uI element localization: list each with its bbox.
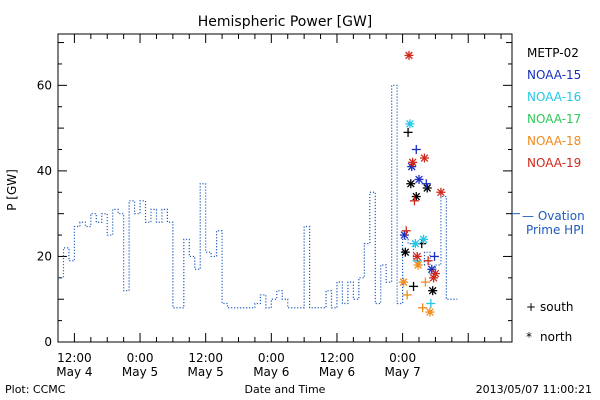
ovation-label-line2: Prime HPI <box>526 223 584 237</box>
x-date-label: May 6 <box>319 365 355 379</box>
data-point-noaa-15-north <box>414 174 424 184</box>
data-point-noaa-15-north-stroke <box>427 265 436 274</box>
plot-frame <box>57 33 513 343</box>
data-point-metp-02-north-stroke <box>423 184 432 192</box>
data-point-noaa-16-south <box>426 299 436 308</box>
footer-right: 2013/05/07 11:00:21 <box>476 383 592 396</box>
chart-title: Hemispheric Power [GW] <box>198 14 373 30</box>
data-point-noaa-19-south <box>423 256 433 266</box>
marker-legend-symbol-north: * <box>526 330 532 344</box>
y-tick-label: 60 <box>37 78 52 92</box>
x-date-label: May 4 <box>56 365 92 379</box>
data-point-metp-02-south <box>403 127 413 137</box>
data-point-noaa-19-north-stroke <box>437 188 445 197</box>
data-point-noaa-16-north <box>405 119 415 129</box>
data-point-noaa-18-north-stroke <box>414 261 422 269</box>
data-point-noaa-19-north <box>408 157 418 167</box>
marker-legend-label-north: north <box>540 330 572 344</box>
data-point-noaa-15-south <box>430 251 440 261</box>
x-tick-label: 0:00 <box>127 351 154 365</box>
data-point-noaa-19-south <box>409 196 419 206</box>
data-point-metp-02-north-stroke <box>428 286 437 295</box>
data-point-noaa-19-north-stroke <box>408 158 417 167</box>
marker-legend-symbol-south: + <box>526 300 536 314</box>
data-point-metp-02-north <box>411 192 421 202</box>
x-tick-label: 12:00 <box>57 351 92 365</box>
data-point-noaa-15-north-stroke <box>415 175 423 184</box>
data-point-noaa-18-north <box>425 307 435 317</box>
data-point-noaa-19-north <box>412 251 422 261</box>
data-point-noaa-19-south <box>401 226 411 236</box>
data-point-noaa-19-north-stroke <box>413 252 422 261</box>
x-date-label: May 5 <box>122 365 158 379</box>
data-point-noaa-15-north <box>399 230 409 240</box>
data-point-noaa-16-north-stroke <box>419 235 428 244</box>
y-axis-label: P [GW] <box>5 169 19 211</box>
data-point-metp-02-north <box>422 183 432 193</box>
data-point-metp-02-north <box>400 247 410 257</box>
data-point-noaa-19-north <box>430 269 440 279</box>
data-point-noaa-15-south <box>421 179 431 189</box>
data-point-noaa-16-north <box>419 234 429 244</box>
data-point-metp-02-north <box>428 286 438 296</box>
ovation-prime-hpi-line <box>58 84 458 309</box>
data-point-noaa-19-north-stroke <box>405 51 413 60</box>
data-point-noaa-19-north <box>404 50 414 60</box>
data-point-noaa-15-south <box>411 145 421 154</box>
data-point-noaa-18-north-stroke <box>426 308 434 316</box>
x-tick-label: 0:00 <box>389 351 416 365</box>
x-date-label: May 6 <box>253 365 289 379</box>
legend-entry-noaa-15: NOAA-15 <box>527 68 581 82</box>
legend-entry-noaa-18: NOAA-18 <box>527 134 581 148</box>
data-point-metp-02-north <box>406 179 416 189</box>
data-point-noaa-19-north-stroke <box>420 154 429 162</box>
y-tick-label: 40 <box>37 164 52 178</box>
legend-entry-noaa-19: NOAA-19 <box>527 156 581 170</box>
legend-entry-metp-02: METP-02 <box>527 46 579 60</box>
legend-entry-noaa-16: NOAA-16 <box>527 90 581 104</box>
data-point-metp-02-north-stroke <box>406 179 415 188</box>
data-point-noaa-18-south <box>402 290 412 300</box>
legend-entry-noaa-17: NOAA-17 <box>527 112 581 126</box>
y-tick-label: 20 <box>37 249 52 263</box>
x-tick-label: 0:00 <box>258 351 285 365</box>
data-point-noaa-19-north-stroke <box>431 269 440 278</box>
data-point-noaa-19-north <box>419 153 429 163</box>
data-point-noaa-16-north <box>410 239 420 249</box>
data-point-metp-02-south <box>409 281 419 291</box>
x-tick-label: 12:00 <box>188 351 223 365</box>
y-tick-label: 0 <box>44 335 52 349</box>
x-axis-label: Date and Time <box>245 383 326 396</box>
marker-legend-label-south: south <box>540 300 574 314</box>
data-point-noaa-16-north-stroke <box>406 119 414 128</box>
data-point-metp-02-north-stroke <box>401 248 410 257</box>
data-point-noaa-18-north <box>413 260 423 270</box>
x-tick-label: 12:00 <box>320 351 355 365</box>
data-point-noaa-19-north <box>436 187 446 197</box>
data-point-noaa-18-south <box>420 277 430 287</box>
data-point-noaa-16-north-stroke <box>411 239 420 248</box>
footer-left: Plot: CCMC <box>5 383 66 396</box>
data-point-noaa-18-north-stroke <box>399 278 408 286</box>
ovation-label-line1: — Ovation <box>522 209 585 223</box>
x-date-label: May 7 <box>384 365 420 379</box>
x-date-label: May 5 <box>188 365 224 379</box>
data-point-noaa-18-south <box>418 303 428 313</box>
data-point-noaa-18-north <box>399 277 409 287</box>
